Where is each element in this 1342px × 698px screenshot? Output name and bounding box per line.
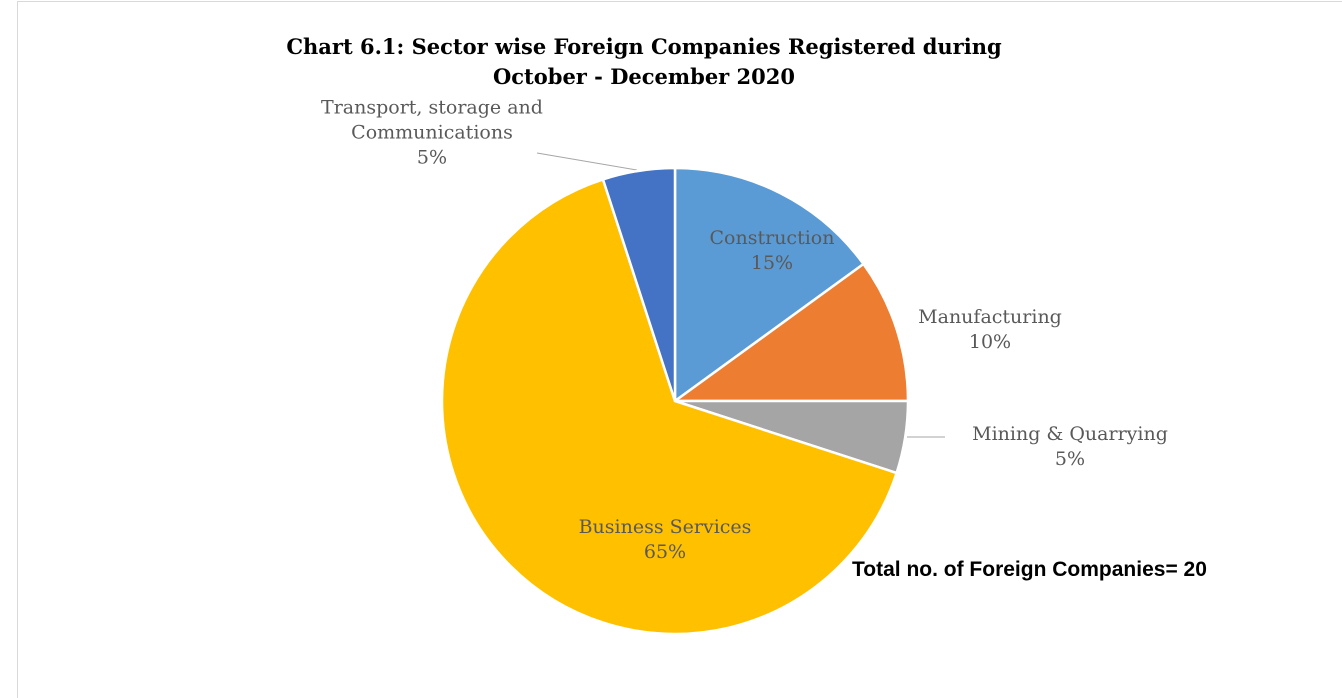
pie-slice [440, 177, 899, 636]
category-label: Transport, storage and Communications [321, 96, 543, 144]
pie-slice [673, 166, 866, 404]
chart-title: Chart 6.1: Sector wise Foreign Companies… [286, 34, 1002, 89]
slice-label: Transport, storage and Communications 5% [317, 96, 547, 171]
category-label: Construction [709, 227, 835, 249]
category-label: Business Services [578, 516, 752, 538]
pie-slice [671, 262, 910, 403]
category-label: Manufacturing [918, 306, 1062, 328]
value-label: 5% [416, 146, 448, 169]
slice-label: Construction 15% [687, 226, 857, 276]
slice-label: Manufacturing 10% [880, 305, 1100, 355]
category-label: Mining & Quarrying [972, 423, 1168, 445]
slice-label: Mining & Quarrying 5% [940, 422, 1200, 472]
value-label: 10% [968, 331, 1012, 353]
chart-border [17, 1, 1342, 698]
value-label: 15% [750, 252, 794, 274]
annotation: Total no. of Foreign Companies= 20 [852, 558, 1207, 581]
value-label: 65% [643, 541, 687, 563]
value-label: 5% [1054, 448, 1086, 470]
pie-slice [601, 166, 677, 402]
leader-line [536, 152, 638, 171]
slice-label: Business Services 65% [545, 515, 785, 565]
